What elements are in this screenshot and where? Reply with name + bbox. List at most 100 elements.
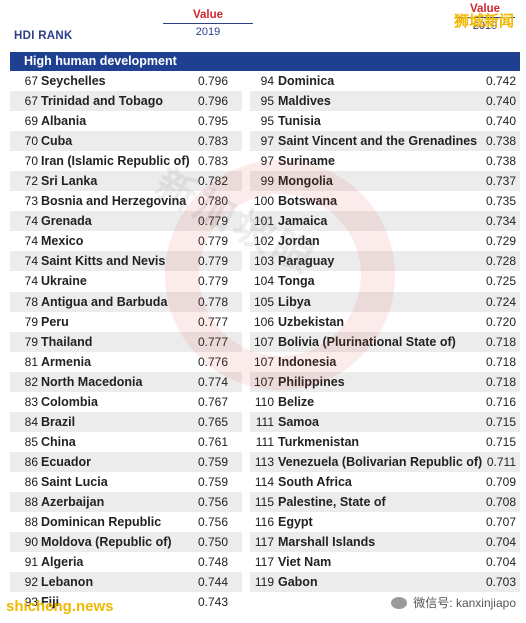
rank-cell: 88 [24, 494, 38, 509]
rank-cell: 107 [253, 374, 274, 389]
value-cell: 0.735 [485, 194, 516, 209]
country-cell: Brazil [41, 414, 76, 429]
table-row: 92 Lebanon 0.744 [10, 572, 242, 593]
rank-cell: 97 [260, 154, 274, 169]
table-row: 99 Mongolia 0.737 [250, 171, 520, 192]
value-cell: 0.709 [485, 474, 516, 489]
country-cell: Mexico [41, 234, 84, 249]
country-cell: Samoa [278, 414, 319, 429]
country-cell: Ukraine [41, 274, 87, 289]
rank-cell: 88 [24, 515, 38, 530]
rank-cell: 70 [24, 154, 38, 169]
country-cell: Libya [278, 294, 311, 309]
country-cell: Egypt [278, 515, 313, 530]
country-cell: Tunisia [278, 114, 321, 129]
watermark-top-right: 狮城新闻 [453, 13, 514, 30]
value-cell: 0.783 [197, 154, 228, 169]
rank-cell: 107 [253, 334, 274, 349]
country-cell: Cuba [41, 134, 73, 149]
value-cell: 0.734 [485, 214, 516, 229]
country-cell: China [41, 434, 76, 449]
value-cell: 0.743 [197, 595, 228, 610]
value-cell: 0.708 [485, 494, 516, 509]
country-cell: Botswana [278, 194, 338, 209]
country-cell: Trinidad and Tobago [41, 94, 163, 109]
rank-cell: 72 [24, 174, 38, 189]
table-row: 116 Egypt 0.707 [250, 512, 520, 532]
rank-cell: 84 [24, 414, 38, 429]
table-row: 67 Seychelles 0.796 [10, 71, 242, 91]
table-row: 73 Bosnia and Herzegovina 0.780 [10, 191, 242, 211]
table-row: 107 Bolivia (Plurinational State of) 0.718 [250, 331, 520, 352]
value-cell: 0.761 [197, 434, 228, 449]
table-row: 97 Saint Vincent and the Grenadines 0.738 [250, 131, 520, 152]
table-row: 81 Armenia 0.776 [10, 352, 242, 372]
country-cell: Belize [278, 394, 315, 409]
value-cell: 0.779 [197, 234, 228, 249]
country-cell: Saint Kitts and Nevis [41, 254, 166, 269]
wechat-id: 微信号: kanxinjiapo [413, 596, 516, 610]
table-row: 103 Paraguay 0.728 [250, 251, 520, 272]
table-row: 102 Jordan 0.729 [250, 231, 520, 251]
value-cell: 0.744 [197, 575, 228, 590]
table-row: 114 South Africa 0.709 [250, 472, 520, 492]
country-cell: Palestine, State of [278, 494, 386, 509]
table-row: 74 Ukraine 0.779 [10, 271, 242, 291]
rank-cell: 107 [253, 354, 274, 369]
country-cell: Azerbaijan [41, 494, 105, 509]
table-row: 79 Peru 0.777 [10, 312, 242, 332]
country-cell: Seychelles [41, 74, 106, 88]
table-row: 97 Suriname 0.738 [250, 151, 520, 171]
value-cell: 0.704 [485, 555, 516, 570]
wechat-icon [391, 596, 408, 609]
value-cell: 0.724 [485, 294, 516, 309]
heading-rule [163, 23, 253, 24]
table-row: 111 Turkmenistan 0.715 [250, 432, 520, 452]
rank-cell: 119 [254, 575, 274, 590]
rank-cell: 81 [24, 354, 38, 369]
value-cell: 0.777 [197, 314, 228, 329]
table-row: 117 Viet Nam 0.704 [250, 552, 520, 572]
value-cell: 0.782 [197, 174, 228, 189]
rank-cell: 97 [260, 134, 274, 149]
rank-cell: 114 [254, 474, 274, 489]
country-cell: Bolivia (Plurinational State of) [278, 334, 456, 349]
country-cell: Peru [41, 314, 69, 329]
rank-cell: 94 [260, 74, 274, 88]
table-row: 101 Jamaica 0.734 [250, 211, 520, 232]
table-row: 83 Colombia 0.767 [10, 392, 242, 412]
country-cell: Bosnia and Herzegovina [41, 194, 187, 209]
heading-rule-right [455, 17, 515, 18]
value-cell: 0.711 [486, 454, 516, 469]
country-cell: Suriname [278, 154, 335, 169]
table-row: 74 Grenada 0.779 [10, 211, 242, 232]
table-row: 84 Brazil 0.765 [10, 411, 242, 432]
value-cell: 0.716 [485, 394, 516, 409]
value-cell: 0.729 [485, 234, 516, 249]
table-row: 82 North Macedonia 0.774 [10, 371, 242, 392]
section-band: High human development [10, 52, 520, 71]
country-cell: Maldives [278, 94, 331, 109]
value-cell: 0.720 [485, 314, 516, 329]
value-cell: 0.725 [485, 274, 516, 289]
table-row: 110 Belize 0.716 [250, 392, 520, 412]
rank-cell: 95 [260, 114, 274, 129]
country-cell: South Africa [278, 474, 352, 489]
rank-cell: 82 [24, 374, 38, 389]
table-row: 104 Tonga 0.725 [250, 271, 520, 291]
rank-cell: 101 [253, 214, 274, 229]
value-label-right: Value [469, 3, 501, 15]
value-cell: 0.783 [197, 134, 228, 149]
right-column: 94 Dominica 0.742 95 Maldives 0.740 95 Tunisia 0… [250, 71, 520, 593]
value-cell: 0.780 [197, 194, 228, 209]
rank-cell: 79 [24, 334, 38, 349]
table-row: 86 Saint Lucia 0.759 [10, 472, 242, 492]
value-cell: 0.718 [485, 374, 516, 389]
value-cell: 0.795 [197, 114, 228, 129]
country-cell: Tonga [278, 274, 315, 289]
country-cell: Armenia [41, 354, 92, 369]
rank-cell: 106 [253, 314, 274, 329]
rank-cell: 111 [255, 434, 274, 449]
rank-cell: 117 [254, 535, 274, 550]
rank-cell: 69 [24, 114, 38, 129]
